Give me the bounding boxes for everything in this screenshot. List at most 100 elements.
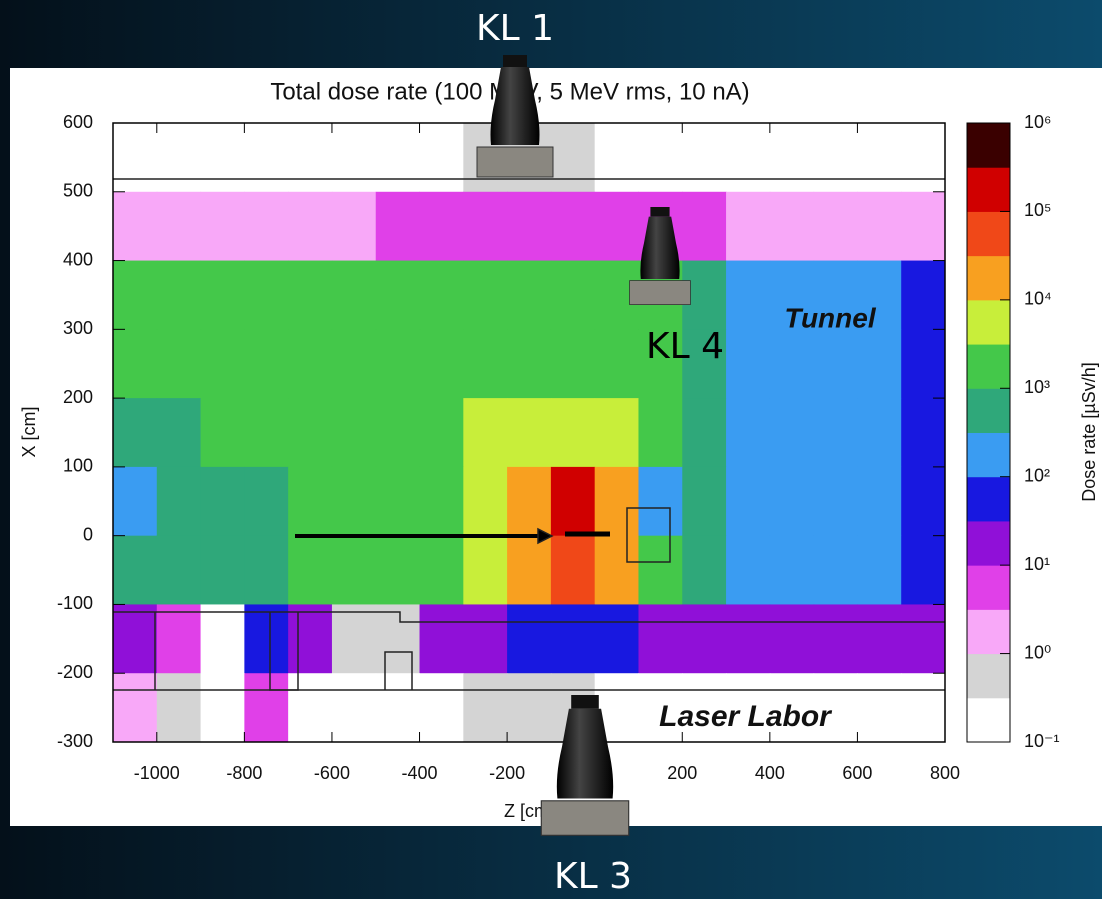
colorbar-swatch: [967, 565, 1010, 610]
heat-cell: [813, 604, 858, 674]
heat-cell: [419, 604, 464, 674]
x-tick-label: -600: [314, 763, 350, 783]
heat-cell: [550, 329, 596, 399]
heat-cell: [857, 329, 902, 399]
heat-cell: [550, 123, 596, 193]
heat-cell: [813, 673, 858, 743]
heat-cell: [682, 466, 727, 537]
heat-cell: [594, 535, 639, 605]
colorbar-tick-label: 10⁴: [1024, 289, 1052, 309]
heat-cell: [813, 329, 858, 399]
heat-cell: [244, 604, 289, 674]
colorbar-swatch: [967, 520, 1010, 566]
heat-cell: [419, 329, 464, 399]
heat-cell: [857, 260, 902, 330]
heat-cell: [638, 123, 683, 193]
heat-cell: [419, 398, 464, 468]
heat-cell: [200, 535, 245, 605]
heat-cell: [375, 123, 421, 193]
heat-cell: [156, 535, 202, 605]
heat-cell: [901, 535, 946, 605]
heat-cell: [550, 466, 596, 537]
heat-cell: [463, 466, 508, 537]
heat-cell: [200, 260, 245, 330]
colorbar-swatch: [967, 255, 1010, 301]
heat-cell: [594, 329, 639, 399]
heat-cell: [113, 398, 158, 468]
heat-cell: [638, 398, 683, 468]
heat-cell: [594, 466, 639, 537]
heat-cell: [769, 260, 815, 330]
tunnel-wall: [113, 611, 945, 623]
colorbar-swatch: [967, 344, 1010, 389]
heat-cell: [594, 123, 639, 193]
heat-cell: [375, 398, 421, 468]
heat-cell: [769, 535, 815, 605]
heat-cell: [857, 604, 902, 674]
heat-cell: [156, 191, 202, 262]
heat-cell: [331, 398, 377, 468]
colorbar-swatch: [967, 432, 1010, 478]
heat-cell: [726, 191, 771, 262]
y-tick-label: 400: [63, 249, 93, 269]
heat-cell: [857, 535, 902, 605]
heat-cell: [288, 123, 333, 193]
heat-cell: [331, 191, 377, 262]
colorbar-swatch: [967, 211, 1010, 257]
axes: -1000 -800 -600 -400 -200 200 400 600 800-300-20…: [57, 112, 960, 783]
heat-cell: [726, 260, 771, 330]
heat-cell: [156, 466, 202, 537]
heat-cell: [901, 191, 946, 262]
heat-cell: [200, 329, 245, 399]
heat-cell: [156, 604, 202, 674]
heat-cell: [463, 673, 508, 743]
heat-cell: [901, 260, 946, 330]
heat-cell: [113, 123, 158, 193]
y-tick-label: 0: [83, 524, 93, 544]
colorbar-frame: [966, 122, 1011, 743]
heat-cell: [857, 466, 902, 537]
x-tick-label: -400: [402, 763, 438, 783]
heat-cell: [419, 191, 464, 262]
heat-cell: [857, 123, 902, 193]
heat-cell: [331, 466, 377, 537]
heat-cell: [769, 398, 815, 468]
arrow-head: [537, 527, 554, 545]
heat-cell: [288, 673, 333, 743]
heat-cell: [507, 398, 552, 468]
colorbar-swatch: [967, 388, 1010, 433]
colorbar-tick-label: 10⁰: [1024, 642, 1051, 662]
heat-cell: [463, 535, 508, 605]
colorbar-swatch: [967, 697, 1010, 743]
heat-cell: [375, 466, 421, 537]
heat-cell: [726, 123, 771, 193]
heat-cell: [156, 398, 202, 468]
heat-cell: [769, 329, 815, 399]
heat-cell: [507, 535, 552, 605]
heat-cell: [550, 260, 596, 330]
heat-cell: [682, 398, 727, 468]
heat-cell: [682, 673, 727, 743]
heat-cell: [813, 398, 858, 468]
heat-cell: [638, 535, 683, 605]
shield: [384, 651, 413, 690]
colorbar-tick-label: 10¹: [1024, 554, 1050, 574]
heat-cell: [594, 398, 639, 468]
heat-cell: [901, 123, 946, 193]
heat-cell: [901, 398, 946, 468]
heat-cell: [288, 191, 333, 262]
colorbar-tick-label: 10⁶: [1024, 112, 1051, 132]
heat-cell: [901, 329, 946, 399]
heat-cell: [813, 191, 858, 262]
heat-cell: [156, 260, 202, 330]
camera-label: KL 1: [476, 8, 554, 49]
heat-cell: [419, 535, 464, 605]
colorbar: 10⁻¹ 10⁰ 10¹ 10² 10³ 10⁴ 10⁵ 10⁶: [967, 112, 1060, 751]
target-box: [626, 507, 671, 563]
heat-cell: [726, 466, 771, 537]
colorbar-tick-label: 10⁵: [1024, 200, 1051, 220]
heat-cell: [507, 673, 552, 743]
heat-cell: [331, 604, 377, 674]
y-tick-label: 200: [63, 387, 93, 407]
